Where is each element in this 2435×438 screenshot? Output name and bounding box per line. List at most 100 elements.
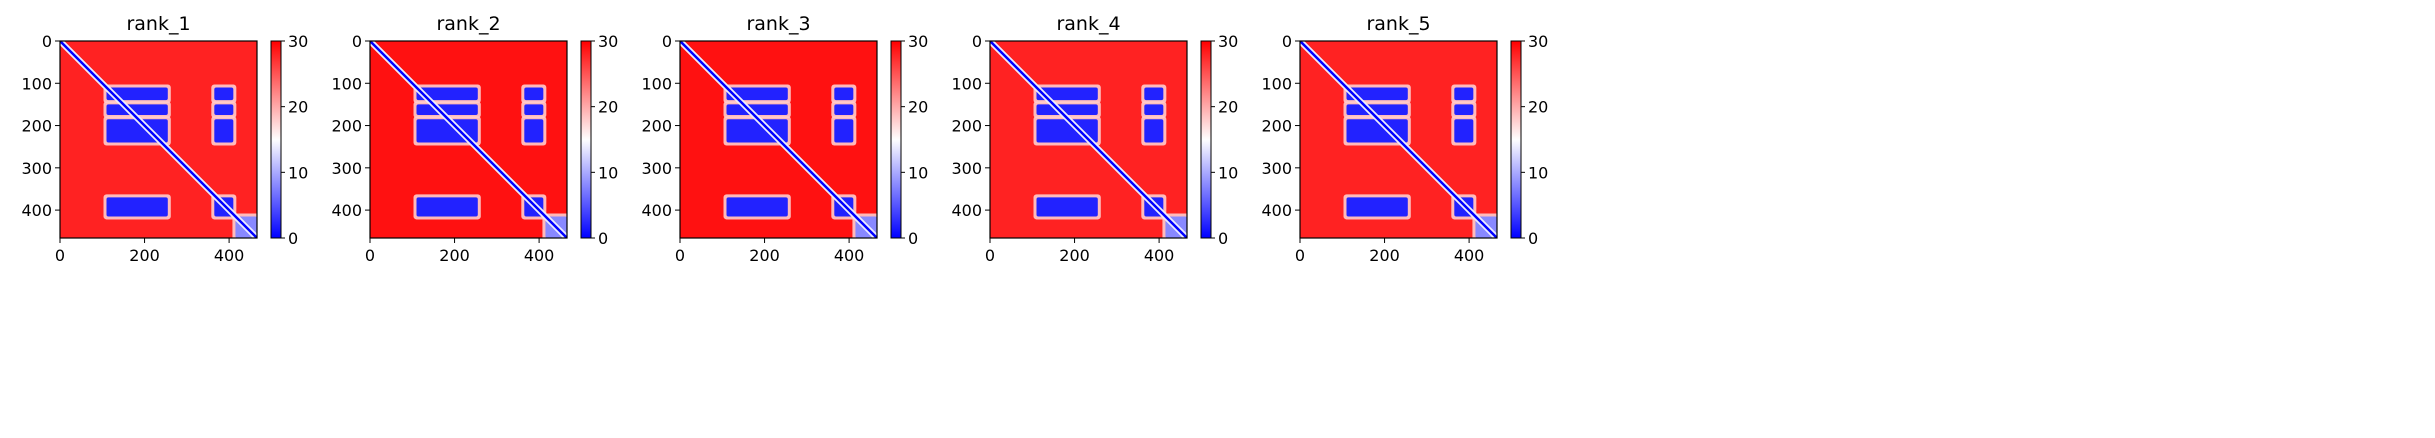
heatmap-low-error-block xyxy=(416,197,478,217)
heatmap-low-error-block xyxy=(1036,104,1098,115)
heatmap-diagonal xyxy=(60,41,257,238)
heatmap-panel: rank_5 0 200 400 0 100 200 300 400 0 10 20 30 xyxy=(1261,13,1548,265)
y-tick-label: 300 xyxy=(331,159,362,178)
colorbar-tick-label: 20 xyxy=(1528,98,1548,117)
y-tick-label: 100 xyxy=(1261,74,1292,93)
colorbar-tick-label: 10 xyxy=(908,163,928,182)
colorbar xyxy=(580,40,592,239)
y-tick-label: 100 xyxy=(21,74,52,93)
heatmap-low-error-block xyxy=(1454,104,1474,115)
colorbar-tick-label: 0 xyxy=(1218,229,1228,248)
colorbar-tick-label: 30 xyxy=(1218,32,1238,51)
heatmap-low-error-block xyxy=(726,87,788,101)
colorbar xyxy=(1200,40,1212,239)
colorbar-tick-label: 0 xyxy=(598,229,608,248)
colorbar-tick-label: 30 xyxy=(288,32,308,51)
colorbar-tick-label: 10 xyxy=(598,163,618,182)
heatmap-image xyxy=(990,41,1187,238)
heatmap-low-error-block xyxy=(1144,119,1164,143)
y-tick-label: 0 xyxy=(972,32,982,51)
x-tick-label: 200 xyxy=(439,246,470,265)
y-tick-label: 100 xyxy=(641,74,672,93)
colorbar-tick-label: 20 xyxy=(598,98,618,117)
heatmap-diagonal xyxy=(680,41,877,238)
colorbar xyxy=(270,40,282,239)
y-tick-label: 200 xyxy=(951,117,982,136)
panel-title: rank_3 xyxy=(746,13,810,35)
heatmap-image xyxy=(60,41,257,238)
colorbar-tick-label: 0 xyxy=(1528,229,1538,248)
y-tick-label: 400 xyxy=(1261,201,1292,220)
heatmap-diagonal xyxy=(990,41,1187,238)
heatmap-low-error-block xyxy=(1036,87,1098,101)
heatmap-low-error-block xyxy=(416,87,478,101)
heatmap-low-error-block xyxy=(1454,119,1474,143)
axes-frame xyxy=(59,40,258,239)
y-tick-label: 200 xyxy=(331,117,362,136)
axes-frame xyxy=(989,40,1188,239)
heatmap-panel: rank_4 0 200 400 0 100 200 300 400 0 10 20 30 xyxy=(951,13,1238,265)
y-tick-label: 0 xyxy=(352,32,362,51)
heatmap-low-error-block xyxy=(214,87,234,101)
y-tick-label: 100 xyxy=(951,74,982,93)
heatmap-low-error-block xyxy=(834,87,854,101)
y-tick-label: 0 xyxy=(1282,32,1292,51)
y-tick-label: 300 xyxy=(21,159,52,178)
colorbar-tick-label: 10 xyxy=(288,163,308,182)
colorbar-tick-label: 30 xyxy=(598,32,618,51)
y-tick-label: 400 xyxy=(641,201,672,220)
heatmap-low-error-block xyxy=(834,104,854,115)
heatmap-low-error-block xyxy=(726,104,788,115)
x-tick-label: 0 xyxy=(985,246,995,265)
heatmap-panel: rank_2 0 200 400 0 100 200 300 400 0 10 20 30 xyxy=(331,13,618,265)
y-tick-label: 100 xyxy=(331,74,362,93)
heatmap-low-error-block xyxy=(106,104,168,115)
y-tick-label: 200 xyxy=(641,117,672,136)
x-tick-label: 400 xyxy=(1144,246,1175,265)
heatmap-diagonal xyxy=(1300,41,1497,238)
heatmap-low-error-block xyxy=(834,119,854,143)
heatmap-low-error-block xyxy=(524,119,544,143)
heatmap-panels: rank_10 200 40001002003004000102030rank_20… xyxy=(21,13,1548,265)
axes-frame xyxy=(679,40,878,239)
axes-frame xyxy=(1299,40,1498,239)
heatmap-low-error-block xyxy=(416,104,478,115)
colorbar-tick-label: 0 xyxy=(288,229,298,248)
heatmap-low-error-block xyxy=(1144,87,1164,101)
x-tick-label: 200 xyxy=(129,246,160,265)
x-tick-label: 400 xyxy=(214,246,245,265)
heatmap-panel: rank_1 0 200 400 0 100 200 300 400 0 10 20 30 xyxy=(21,13,308,265)
heatmap-image xyxy=(680,41,877,238)
x-tick-label: 0 xyxy=(365,246,375,265)
heatmap-low-error-block xyxy=(524,87,544,101)
colorbar-tick-label: 30 xyxy=(1528,32,1548,51)
y-tick-label: 0 xyxy=(42,32,52,51)
axes-frame xyxy=(369,40,568,239)
x-tick-label: 400 xyxy=(1454,246,1485,265)
y-tick-label: 300 xyxy=(951,159,982,178)
heatmap-low-error-block xyxy=(524,104,544,115)
heatmap-low-error-block xyxy=(1346,197,1408,217)
y-tick-label: 200 xyxy=(21,117,52,136)
x-tick-label: 400 xyxy=(834,246,865,265)
y-tick-label: 400 xyxy=(331,201,362,220)
heatmap-low-error-block xyxy=(1454,87,1474,101)
heatmap-low-error-block xyxy=(106,197,168,217)
heatmap-image xyxy=(1300,41,1497,238)
colorbar-tick-label: 10 xyxy=(1218,163,1238,182)
heatmap-low-error-block xyxy=(1036,197,1098,217)
x-tick-label: 400 xyxy=(524,246,555,265)
heatmap-low-error-block xyxy=(214,119,234,143)
heatmap-panel: rank_3 0 200 400 0 100 200 300 400 0 10 20 30 xyxy=(641,13,928,265)
x-tick-label: 200 xyxy=(1369,246,1400,265)
y-tick-label: 0 xyxy=(662,32,672,51)
heatmap-image xyxy=(370,41,567,238)
colorbar-tick-label: 20 xyxy=(908,98,928,117)
heatmap-diagonal xyxy=(370,41,567,238)
colorbar-tick-label: 10 xyxy=(1528,163,1548,182)
x-tick-label: 0 xyxy=(55,246,65,265)
panel-title: rank_1 xyxy=(126,13,190,35)
colorbar-tick-label: 0 xyxy=(908,229,918,248)
